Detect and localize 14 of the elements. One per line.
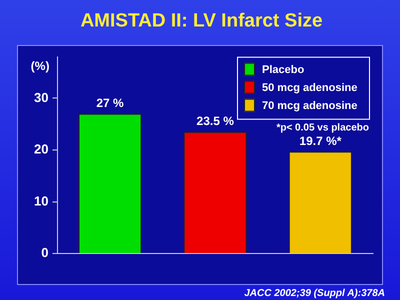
text: JACC 2002;39 (Suppl A):378A	[244, 288, 385, 299]
chart-title: AMISTAD II: LV Infarct Size	[80, 10, 323, 32]
y-axis-title: (%)	[30, 59, 50, 74]
y-tick-label: 20	[34, 142, 48, 157]
legend-label: 70 mcg adenosine	[262, 100, 358, 112]
legend-label: Placebo	[262, 64, 304, 76]
data-label: 19.7 %*	[299, 134, 342, 148]
legend-label: 50 mcg adenosine	[262, 82, 358, 94]
y-tick-label: 10	[34, 193, 48, 208]
data-label: 23.5 %	[196, 114, 234, 128]
annotation: *p< 0.05 vs placebo	[276, 122, 369, 134]
y-tick-label: 0	[41, 245, 48, 260]
y-tick-label: 30	[34, 90, 48, 105]
data-label: 27 %	[96, 96, 124, 110]
